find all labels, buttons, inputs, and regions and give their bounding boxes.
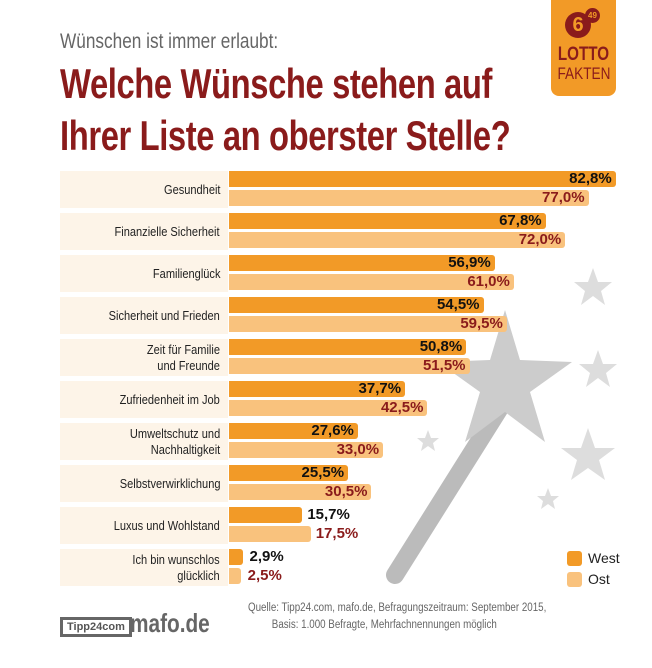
west-value-label: 2,9% bbox=[249, 548, 284, 565]
west-value-label: 25,5% bbox=[301, 464, 345, 481]
legend-ost: Ost bbox=[567, 571, 610, 587]
ost-value-label: 77,0% bbox=[542, 189, 585, 206]
wand-stick bbox=[386, 391, 514, 584]
ost-bar bbox=[229, 274, 514, 290]
chart-row: Selbstverwirklichung 25,5% 30,5% bbox=[60, 464, 620, 505]
ost-bar bbox=[229, 232, 566, 248]
ost-bar bbox=[229, 316, 507, 332]
category-text: Selbstverwirklichung bbox=[119, 475, 220, 491]
category-text: Zufriedenheit im Job bbox=[119, 391, 220, 407]
mafo-logo: mafo.de bbox=[130, 608, 210, 638]
chart-row: Familienglück 56,9% 61,0% bbox=[60, 254, 620, 295]
chart-row: Zeit für Familie und Freunde 50,8% 51,5% bbox=[60, 338, 620, 379]
west-value-label: 50,8% bbox=[419, 338, 463, 355]
chart-row: Sicherheit und Frieden 54,5% 59,5% bbox=[60, 296, 620, 337]
west-bar bbox=[229, 507, 303, 523]
west-bar bbox=[229, 381, 406, 397]
ost-value-label: 42,5% bbox=[380, 399, 424, 416]
legend-swatch-ost bbox=[567, 571, 582, 587]
lotto-fakten-logo: 6 49 LOTTO FAKTEN bbox=[551, 0, 616, 96]
ost-bar bbox=[229, 526, 311, 542]
west-value-label: 67,8% bbox=[499, 212, 542, 229]
category-label: Familienglück bbox=[60, 255, 228, 292]
ost-value-label: 61,0% bbox=[467, 273, 510, 290]
ost-value-label: 17,5% bbox=[315, 525, 359, 542]
west-bar bbox=[229, 339, 467, 355]
star-icon bbox=[537, 488, 559, 509]
ost-bar bbox=[229, 484, 372, 500]
source-line-1: Quelle: Tipp24.com, mafo.de, Befragungsz… bbox=[248, 602, 547, 614]
star-icon bbox=[417, 430, 439, 451]
page-title-line2: Ihrer Liste an oberster Stelle? bbox=[60, 112, 511, 159]
west-value-label: 27,6% bbox=[311, 422, 354, 439]
west-bar bbox=[229, 423, 358, 439]
star-icon bbox=[579, 350, 617, 387]
ost-bar bbox=[229, 358, 470, 374]
chart-row: Gesundheit 82,8% 77,0% bbox=[60, 170, 620, 211]
category-text: Gesundheit bbox=[163, 181, 220, 197]
source-note: Quelle: Tipp24.com, mafo.de, Befragungsz… bbox=[248, 600, 546, 634]
category-label: Umweltschutz und Nachhaltigkeit bbox=[60, 423, 228, 460]
west-value-label: 56,9% bbox=[448, 254, 491, 271]
ost-value-label: 30,5% bbox=[324, 483, 368, 500]
legend-west: West bbox=[567, 550, 620, 566]
legend-label-west: West bbox=[588, 550, 620, 566]
ost-value-label: 51,5% bbox=[422, 357, 466, 374]
category-text: Ich bin wunschlos glücklich bbox=[132, 551, 220, 583]
subtitle: Wünschen ist immer erlaubt: bbox=[60, 30, 279, 53]
chart-row: Ich bin wunschlos glücklich 2,9% 2,5% bbox=[60, 548, 620, 589]
west-value-label: 15,7% bbox=[307, 506, 350, 523]
chart-row: Finanzielle Sicherheit 67,8% 72,0% bbox=[60, 212, 620, 253]
category-label: Finanzielle Sicherheit bbox=[60, 213, 228, 250]
star-icon bbox=[438, 310, 572, 442]
west-bar bbox=[229, 465, 349, 481]
category-text: Finanzielle Sicherheit bbox=[114, 223, 220, 239]
category-label: Sicherheit und Frieden bbox=[60, 297, 228, 334]
page-title-line1: Welche Wünsche stehen auf bbox=[60, 60, 492, 107]
chart-row: Luxus und Wohlstand 15,7% 17,5% bbox=[60, 506, 620, 547]
west-bar bbox=[229, 549, 243, 565]
category-text: Umweltschutz und Nachhaltigkeit bbox=[129, 425, 220, 457]
ost-bar bbox=[229, 190, 589, 206]
west-bar bbox=[229, 297, 484, 313]
category-label: Gesundheit bbox=[60, 171, 228, 208]
category-label: Zufriedenheit im Job bbox=[60, 381, 228, 418]
west-value-label: 37,7% bbox=[358, 380, 402, 397]
ost-bar bbox=[229, 568, 241, 584]
category-label: Ich bin wunschlos glücklich bbox=[60, 549, 228, 586]
chart-row: Zufriedenheit im Job 37,7% 42,5% bbox=[60, 380, 620, 421]
west-value-label: 54,5% bbox=[436, 296, 480, 313]
legend-label-ost: Ost bbox=[588, 571, 610, 587]
west-bar bbox=[229, 171, 616, 187]
category-label: Selbstverwirklichung bbox=[60, 465, 228, 502]
star-icon bbox=[561, 428, 615, 480]
category-text: Familienglück bbox=[152, 265, 220, 281]
ost-value-label: 33,0% bbox=[336, 441, 380, 458]
category-text: Sicherheit und Frieden bbox=[108, 307, 220, 323]
west-bar bbox=[229, 255, 495, 271]
category-label: Zeit für Familie und Freunde bbox=[60, 339, 228, 376]
ost-value-label: 59,5% bbox=[460, 315, 503, 332]
legend-swatch-west bbox=[567, 550, 582, 566]
ost-value-label: 2,5% bbox=[247, 567, 282, 584]
category-text: Zeit für Familie und Freunde bbox=[146, 341, 220, 373]
ost-bar bbox=[229, 400, 428, 416]
logo-text-2: FAKTEN bbox=[557, 64, 611, 83]
ost-value-label: 72,0% bbox=[518, 231, 562, 248]
source-line-2: Basis: 1.000 Befragte, Mehrfachnennungen… bbox=[271, 619, 497, 631]
west-value-label: 82,8% bbox=[569, 170, 612, 187]
star-icon bbox=[574, 268, 612, 305]
logo-ball-small: 49 bbox=[585, 8, 600, 23]
category-label: Luxus und Wohlstand bbox=[60, 507, 228, 544]
chart-row: Umweltschutz und Nachhaltigkeit 27,6% 33,0% bbox=[60, 422, 620, 463]
tipp24-logo: Tipp24com bbox=[60, 617, 132, 637]
logo-text-1: LOTTO bbox=[557, 44, 610, 65]
ost-bar bbox=[229, 442, 384, 458]
west-bar bbox=[229, 213, 546, 229]
category-text: Luxus und Wohlstand bbox=[113, 517, 220, 533]
